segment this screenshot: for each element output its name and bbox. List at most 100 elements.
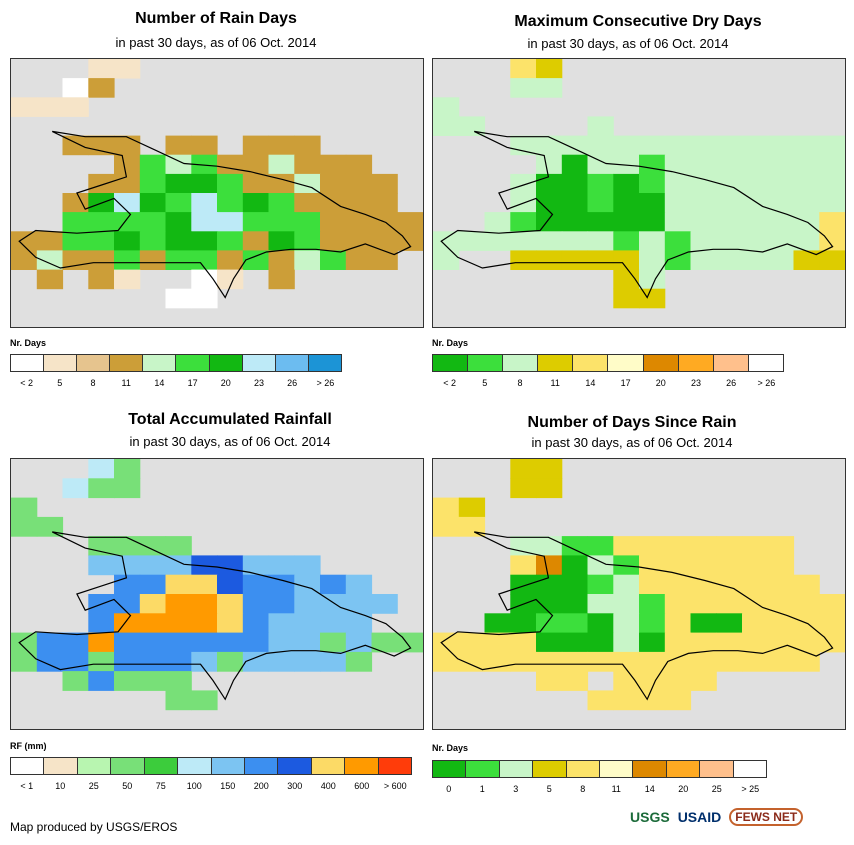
- grid-cell: [320, 574, 347, 595]
- grid-cell: [767, 574, 795, 595]
- grid-cell: [371, 632, 398, 653]
- grid-cell: [664, 536, 692, 556]
- grid-cell: [294, 135, 321, 156]
- grid-cell: [793, 173, 820, 194]
- grid-cell: [793, 154, 820, 175]
- legend-label: 23: [690, 378, 702, 388]
- legend-swatch: [111, 758, 145, 774]
- grid-cell: [139, 536, 167, 556]
- legend-label: 20: [678, 784, 689, 794]
- grid-cell: [664, 594, 692, 614]
- grid-cell: [320, 613, 347, 634]
- legend-swatch: [600, 761, 634, 777]
- grid-cell: [320, 212, 347, 232]
- panel-3-grid: [11, 459, 423, 711]
- island-outline: [440, 130, 834, 299]
- grid-cell: [345, 173, 373, 194]
- grid-cell: [536, 536, 563, 556]
- grid-cell: [639, 154, 666, 175]
- grid-cell: [217, 651, 244, 672]
- panel-3-legend-bar: [10, 757, 412, 775]
- grid-cell: [242, 632, 270, 653]
- grid-cell: [561, 231, 589, 251]
- legend-label: 11: [121, 378, 131, 388]
- grid-cell: [536, 59, 563, 79]
- grid-cell: [561, 193, 589, 213]
- grid-cell: [11, 250, 38, 270]
- grid-cell: [613, 250, 640, 270]
- grid-cell: [639, 574, 666, 595]
- grid-cell: [716, 212, 743, 232]
- grid-cell: [767, 135, 795, 156]
- grid-cell: [217, 632, 244, 653]
- grid-cell: [114, 154, 141, 175]
- grid-cell: [690, 212, 717, 232]
- legend-swatch: [11, 758, 45, 774]
- legend-label: 600: [354, 781, 370, 791]
- panel-4-legend-title: Nr. Days: [432, 743, 469, 753]
- grid-cell: [88, 671, 115, 691]
- grid-cell: [36, 97, 64, 117]
- grid-cell: [664, 574, 692, 595]
- grid-cell: [242, 651, 270, 672]
- legend-swatch: [308, 355, 341, 371]
- legend-swatch: [345, 758, 379, 774]
- legend-label: 20: [655, 378, 666, 388]
- legend-swatch: [211, 758, 245, 774]
- grid-cell: [639, 555, 666, 576]
- grid-cell: [819, 231, 845, 251]
- legend-swatch: [278, 758, 312, 774]
- grid-cell: [793, 135, 820, 156]
- grid-cell: [165, 250, 192, 270]
- grid-cell: [268, 135, 295, 156]
- grid-cell: [587, 116, 614, 136]
- legend-swatch: [733, 761, 767, 777]
- grid-cell: [742, 231, 769, 251]
- grid-cell: [819, 154, 845, 175]
- grid-cell: [664, 250, 692, 270]
- grid-cell: [242, 574, 270, 595]
- grid-cell: [268, 173, 295, 194]
- grid-cell: [114, 671, 141, 691]
- grid-cell: [268, 594, 295, 614]
- panel-4-map: [432, 458, 846, 730]
- legend-swatch: [44, 758, 78, 774]
- grid-cell: [716, 250, 743, 270]
- grid-cell: [742, 613, 769, 634]
- grid-cell: [639, 193, 666, 213]
- grid-cell: [793, 250, 820, 270]
- grid-cell: [165, 536, 192, 556]
- grid-cell: [716, 555, 743, 576]
- grid-cell: [639, 594, 666, 614]
- grid-cell: [62, 671, 89, 691]
- grid-cell: [664, 231, 692, 251]
- grid-cell: [294, 555, 321, 576]
- grid-cell: [639, 651, 666, 672]
- grid-cell: [320, 250, 347, 270]
- grid-cell: [639, 632, 666, 653]
- grid-cell: [510, 250, 537, 270]
- grid-cell: [536, 651, 563, 672]
- grid-cell: [88, 269, 115, 290]
- legend-swatch: [678, 355, 714, 371]
- grid-cell: [371, 231, 398, 251]
- grid-cell: [793, 632, 820, 653]
- grid-cell: [690, 574, 717, 595]
- grid-cell: [345, 632, 373, 653]
- legend-swatch: [209, 355, 243, 371]
- grid-cell: [191, 173, 218, 194]
- grid-cell: [458, 516, 486, 537]
- grid-cell: [484, 651, 511, 672]
- grid-cell: [561, 212, 589, 232]
- grid-cell: [433, 250, 460, 270]
- panel-1-legend-bar: [10, 354, 342, 372]
- grid-cell: [767, 212, 795, 232]
- grid-cell: [433, 116, 460, 136]
- legend-label: 25: [711, 784, 722, 794]
- legend-swatch: [275, 355, 309, 371]
- grid-cell: [716, 613, 743, 634]
- legend-label: 8: [517, 378, 523, 388]
- grid-cell: [11, 651, 38, 672]
- grid-cell: [433, 97, 460, 117]
- grid-cell: [510, 212, 537, 232]
